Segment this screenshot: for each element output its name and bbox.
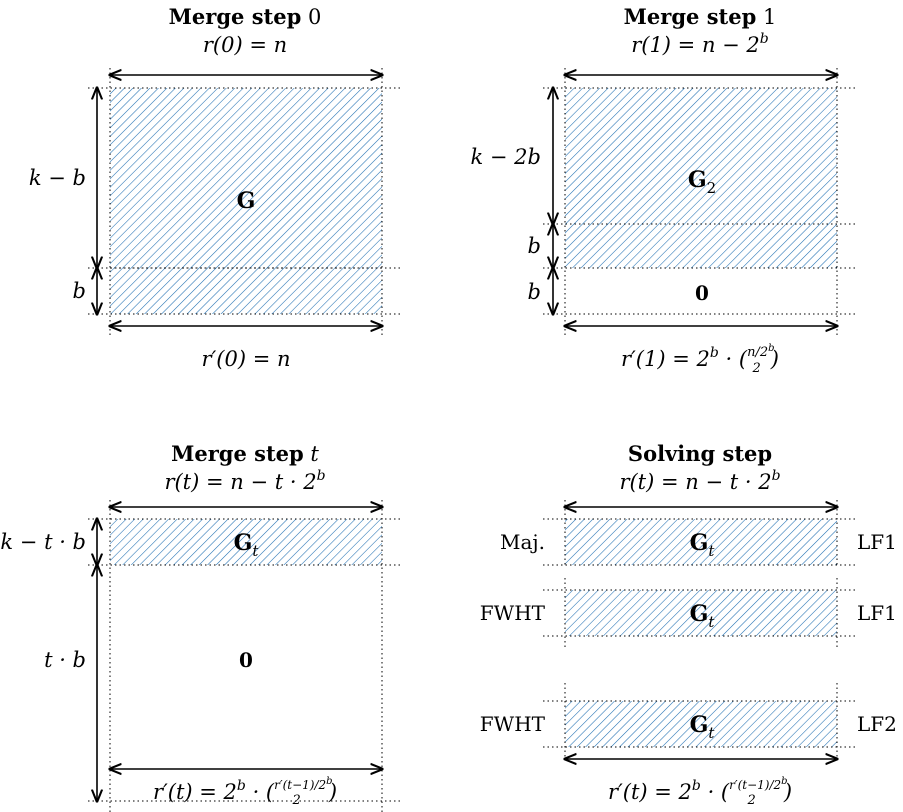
- matrix-label: G: [237, 188, 256, 214]
- bottom-width-label: r′(t) = 2b · (r′(t−1)/2b 2): [608, 776, 792, 808]
- height-label: k − 2b: [471, 145, 541, 169]
- matrix-block: [565, 590, 837, 636]
- rows-label: b: [73, 279, 86, 303]
- zero-block-label: 0: [239, 648, 253, 672]
- matrix-label: G2: [688, 167, 716, 197]
- matrix-label: Gt: [234, 530, 260, 560]
- bottom-width-label: r′(0) = n: [201, 347, 290, 371]
- panel-merge-step-t: Merge step t r(t) = n − t · 2b Gt 0 k − …: [0, 441, 402, 812]
- rows-label: b: [528, 234, 541, 258]
- rows-label: b: [528, 280, 541, 304]
- matrix-label: Gt: [690, 530, 716, 560]
- top-width-label: r(0) = n: [203, 33, 287, 57]
- matrix-label: Gt: [690, 601, 716, 631]
- method-label: FWHT: [480, 712, 546, 736]
- height-label: k − t · b: [0, 530, 86, 554]
- filter-label: LF2: [857, 712, 897, 736]
- panel-merge-step-0: Merge step 0 r(0) = n G k − b b r′(0) = …: [29, 4, 402, 371]
- matrix-block: [110, 519, 382, 565]
- guide-lines: [543, 500, 857, 760]
- rows-label: t · b: [44, 648, 86, 672]
- top-width-label: r(t) = n − t · 2b: [619, 468, 780, 494]
- matrix-block: [565, 88, 837, 268]
- zero-block-label: 0: [695, 281, 709, 305]
- filter-label: LF1: [857, 530, 897, 554]
- top-width-label: r(1) = n − 2b: [631, 31, 769, 57]
- matrix-label: Gt: [690, 712, 716, 742]
- matrix-block: [565, 519, 837, 565]
- bottom-width-label: r′(1) = 2b · (n/2b 2): [621, 343, 779, 376]
- panel-merge-step-1: Merge step 1 r(1) = n − 2b G2 0 k − 2b b…: [471, 4, 857, 376]
- top-width-label: r(t) = n − t · 2b: [164, 468, 325, 494]
- panel-title: Merge step t: [171, 441, 319, 466]
- panel-title: Merge step 0: [169, 4, 322, 29]
- guide-lines: [543, 68, 857, 336]
- guide-lines: [88, 500, 402, 812]
- matrix-block: [110, 88, 382, 314]
- method-label: Maj.: [500, 530, 545, 554]
- panel-title: Solving step: [628, 441, 772, 466]
- bottom-width-label: r′(t) = 2b · (r′(t−1)/2b 2): [153, 776, 337, 808]
- panel-solving-step: Solving step r(t) = n − t · 2b Gt Gt Gt …: [480, 441, 897, 808]
- guide-lines: [88, 68, 402, 336]
- matrix-block: [565, 701, 837, 747]
- height-label: k − b: [29, 166, 86, 190]
- method-label: FWHT: [480, 601, 546, 625]
- filter-label: LF1: [857, 601, 897, 625]
- panel-title: Merge step 1: [624, 4, 777, 29]
